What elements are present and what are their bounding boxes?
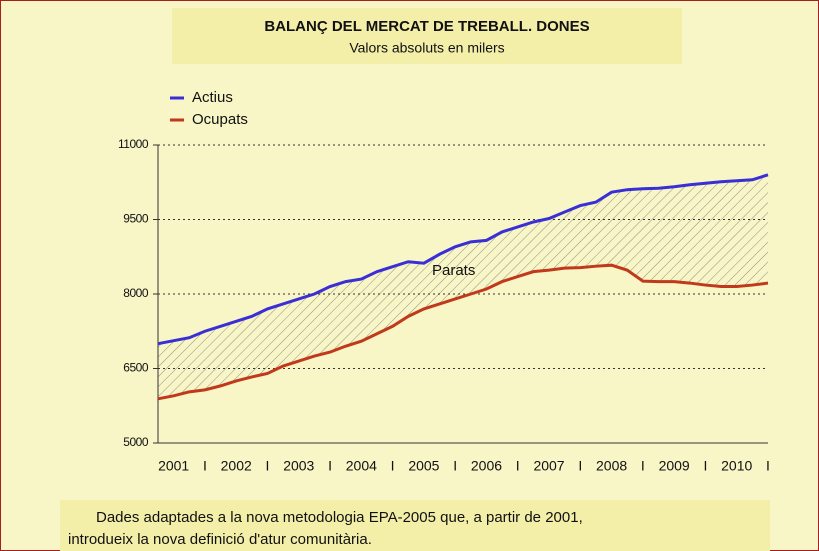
legend-label: Ocupats xyxy=(192,111,248,128)
footnote: introdueix la nova definició d'atur comu… xyxy=(68,531,372,548)
x-tick-label: I xyxy=(453,458,457,474)
x-tick-label: 2002 xyxy=(221,458,252,474)
x-tick-label: 2007 xyxy=(533,458,564,474)
chart-subtitle: Valors absoluts en milers xyxy=(349,40,504,56)
x-tick-label: I xyxy=(266,458,270,474)
x-tick-label: 2005 xyxy=(408,458,439,474)
x-tick-label: 2003 xyxy=(283,458,314,474)
legend-label: Actius xyxy=(192,89,233,106)
y-tick-label: 11000 xyxy=(118,137,149,151)
x-tick-label: I xyxy=(703,458,707,474)
x-tick-label: 2006 xyxy=(471,458,502,474)
x-tick-label: 2004 xyxy=(346,458,377,474)
line xyxy=(157,173,769,346)
y-tick-label: 5000 xyxy=(123,435,149,449)
footnote: Dades adaptades a la nova metodologia EP… xyxy=(96,509,583,526)
x-tick-label: 2009 xyxy=(659,458,690,474)
footnote-box xyxy=(60,500,770,551)
x-tick-label: 2008 xyxy=(596,458,627,474)
y-tick-label: 9500 xyxy=(123,212,149,226)
x-tick-label: 2010 xyxy=(721,458,752,474)
title-box xyxy=(172,8,682,64)
x-tick-label: I xyxy=(203,458,207,474)
x-tick-label: I xyxy=(328,458,332,474)
gap-area xyxy=(158,174,768,399)
chart-title: BALANÇ DEL MERCAT DE TREBALL. DONES xyxy=(264,18,589,35)
x-tick-label: I xyxy=(391,458,395,474)
y-tick-label: 6500 xyxy=(123,361,149,375)
x-tick-label: I xyxy=(766,458,770,474)
x-tick-label: 2001 xyxy=(158,458,189,474)
line xyxy=(157,263,769,401)
x-tick-label: I xyxy=(516,458,520,474)
x-tick-label: I xyxy=(578,458,582,474)
x-tick-label: I xyxy=(641,458,645,474)
y-tick-label: 8000 xyxy=(123,286,149,300)
annotation: Parats xyxy=(432,262,475,279)
